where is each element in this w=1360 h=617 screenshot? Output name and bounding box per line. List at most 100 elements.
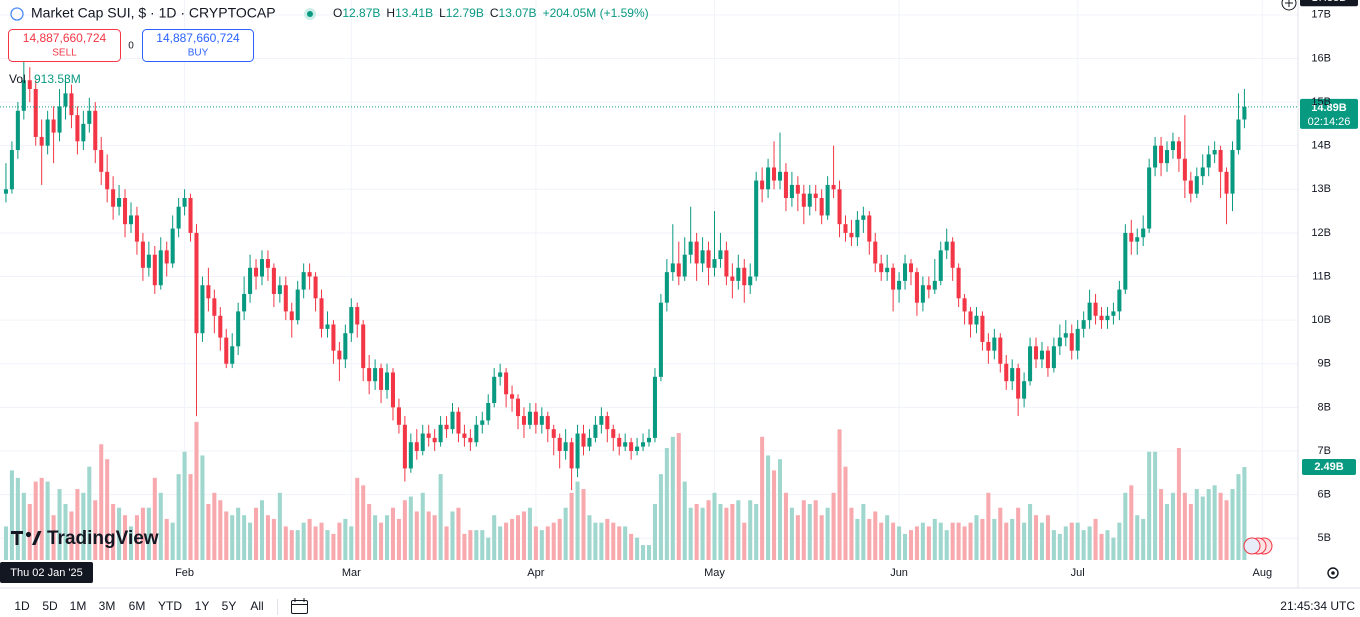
- candle-body: [45, 119, 50, 146]
- grid: [0, 0, 1298, 560]
- candle-body: [873, 241, 878, 264]
- range-button[interactable]: All: [250, 599, 263, 613]
- volume-bar: [105, 459, 110, 560]
- volume-bar: [974, 515, 979, 560]
- volume-bar: [319, 522, 324, 560]
- y-tick-label: 5B: [1318, 532, 1331, 544]
- volume-bar: [1004, 522, 1009, 560]
- candle-body: [891, 267, 896, 290]
- sell-label[interactable]: SELL: [52, 48, 77, 59]
- candle-body: [289, 311, 294, 321]
- range-button[interactable]: 1M: [70, 599, 87, 613]
- candle-body: [789, 184, 794, 199]
- volume-bar: [182, 451, 187, 560]
- volume-bar: [510, 518, 515, 560]
- candle-body: [920, 285, 925, 303]
- candle-body: [414, 442, 419, 451]
- candle-body: [1039, 350, 1044, 360]
- buy-button[interactable]: [142, 29, 254, 62]
- candle-body: [426, 433, 431, 438]
- symbol-title[interactable]: Market Cap SUI, $ · 1D · CRYPTOCAP: [31, 5, 276, 21]
- ohlc-key: O: [333, 6, 342, 20]
- clock[interactable]: 21:45:34 UTC: [1280, 599, 1355, 613]
- volume-bar: [926, 526, 931, 560]
- candle-body: [1200, 167, 1205, 177]
- range-button[interactable]: 5Y: [222, 599, 237, 613]
- range-button[interactable]: 5D: [42, 599, 58, 613]
- candle-body: [1057, 337, 1062, 347]
- volume-bar: [1123, 492, 1128, 560]
- volume-bar: [986, 492, 991, 560]
- date-range-button[interactable]: [291, 598, 308, 614]
- volume-bar: [75, 489, 80, 560]
- start-date-box: [0, 562, 93, 583]
- candle-body: [111, 189, 116, 207]
- candle-body: [474, 424, 479, 443]
- volume-bar: [498, 526, 503, 560]
- volume-bar: [432, 515, 437, 560]
- volume-bar: [307, 518, 312, 560]
- range-button[interactable]: 1Y: [195, 599, 210, 613]
- countdown-label: 02:14:26: [1308, 116, 1351, 128]
- volume-bar: [545, 526, 550, 560]
- candle-body: [611, 429, 616, 438]
- candle-body: [1182, 158, 1187, 181]
- volume-bar: [1028, 504, 1033, 560]
- volume-bar: [694, 504, 699, 560]
- x-tick-label: Feb: [175, 567, 194, 579]
- volume-bar: [783, 492, 788, 560]
- sell-price[interactable]: 14,887,660,724: [23, 31, 107, 45]
- range-button[interactable]: YTD: [158, 599, 182, 613]
- volume-bar: [57, 489, 62, 560]
- candle-body: [1188, 180, 1193, 194]
- candle-body: [587, 437, 592, 447]
- volume-bar: [1188, 504, 1193, 560]
- candle-body: [1159, 145, 1164, 164]
- event-marker[interactable]: [1243, 537, 1261, 555]
- volume-bar: [527, 507, 532, 560]
- range-button[interactable]: 3M: [99, 599, 116, 613]
- range-button[interactable]: 1D: [14, 599, 30, 613]
- volume-bar: [1081, 530, 1086, 560]
- volume-bar: [164, 518, 169, 560]
- candle-body: [325, 324, 330, 329]
- volume-bar: [563, 507, 568, 560]
- volume-bar: [1135, 515, 1140, 560]
- volume-bar: [355, 477, 360, 560]
- volume-bar: [676, 433, 681, 560]
- candle-body: [837, 189, 842, 225]
- candle-body: [265, 259, 270, 268]
- candle-body: [1117, 289, 1122, 312]
- settings-button[interactable]: [1327, 567, 1339, 579]
- volume-bar: [313, 526, 318, 560]
- volume-bar: [69, 511, 74, 560]
- candle-body: [974, 315, 979, 325]
- candle-body: [1236, 119, 1241, 151]
- volume-bar: [402, 500, 407, 560]
- volume-bar: [712, 492, 717, 560]
- candle-body: [801, 193, 806, 207]
- candle-body: [1087, 302, 1092, 321]
- volume-bar: [724, 507, 729, 560]
- range-button[interactable]: 6M: [129, 599, 146, 613]
- volume-bar: [384, 515, 390, 560]
- volume-bar: [908, 530, 914, 560]
- volume-bar: [760, 436, 765, 560]
- candle-body: [510, 394, 515, 399]
- candle-body: [932, 280, 937, 290]
- candle-body: [486, 402, 491, 421]
- buy-label[interactable]: BUY: [188, 48, 209, 59]
- sell-button[interactable]: [8, 29, 121, 62]
- buy-price[interactable]: 14,887,660,724: [156, 31, 240, 45]
- volume-bar: [111, 504, 116, 560]
- candle-body: [581, 433, 586, 447]
- volume-bar: [200, 455, 205, 560]
- volume-bar: [801, 500, 806, 560]
- candle-body: [849, 232, 854, 238]
- volume-bar: [533, 526, 538, 560]
- market-status: [307, 11, 313, 17]
- volume-bar: [980, 518, 985, 560]
- candle-body: [1063, 333, 1068, 338]
- candle-body: [212, 298, 217, 316]
